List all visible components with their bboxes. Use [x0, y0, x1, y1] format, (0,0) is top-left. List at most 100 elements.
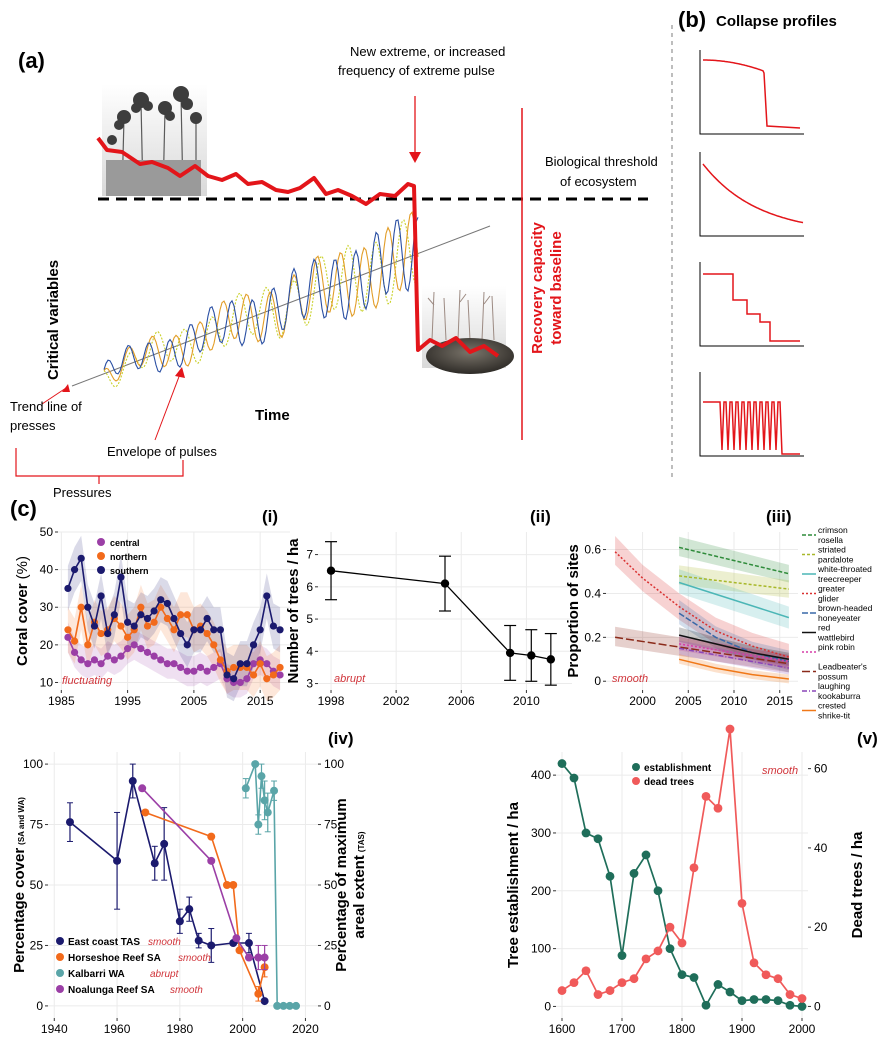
legend-marker — [56, 985, 64, 993]
extreme-arrowhead — [409, 152, 421, 163]
series-point — [128, 777, 137, 786]
legend-marker-central — [97, 538, 105, 546]
point-southern — [249, 641, 258, 649]
point-central — [104, 652, 112, 660]
panel-c-label: (c) — [10, 496, 37, 521]
legend-label: striated pardalote — [818, 545, 854, 565]
x-tick-label: 2020 — [292, 1022, 319, 1036]
point-northern — [210, 641, 218, 649]
series-point — [749, 995, 759, 1004]
point-northern — [150, 618, 158, 626]
series-point — [629, 974, 639, 984]
point-northern — [256, 660, 264, 668]
y-right-tick-label: 60 — [814, 762, 828, 776]
point-southern — [243, 660, 251, 668]
chart-label: (i) — [262, 507, 278, 526]
series-point — [244, 939, 253, 948]
point-central — [124, 645, 132, 653]
point-southern — [196, 626, 205, 634]
y-right-tick-label: 50 — [324, 878, 338, 892]
pulse-trace — [103, 217, 419, 375]
point-southern — [70, 566, 79, 574]
point-southern — [97, 592, 105, 600]
y-tick-label: 0.2 — [584, 630, 601, 644]
envelope-arrow — [154, 373, 181, 441]
trend-label-line-1: Trend line of — [10, 399, 82, 414]
series-point — [581, 828, 591, 838]
series-point — [677, 938, 687, 948]
y-axis-label-main: Coral cover — [14, 583, 31, 666]
series-point — [254, 953, 263, 962]
x-tick-label: 2000 — [789, 1022, 816, 1036]
point-central — [137, 645, 145, 653]
series-line — [678, 612, 790, 663]
series-point — [257, 772, 266, 781]
panel-a-label: (a) — [18, 48, 45, 73]
legend-profile: smooth — [170, 985, 203, 996]
y-tick-label: 0 — [594, 674, 601, 688]
x-tick-label: 1995 — [114, 694, 141, 708]
series-point — [138, 784, 147, 793]
envelope-label: Envelope of pulses — [107, 444, 217, 459]
y-right-axis-label-main: areal extent — [351, 855, 368, 938]
point-central — [196, 663, 205, 672]
point-central — [183, 667, 191, 675]
y-tick-label: 6 — [306, 580, 313, 594]
y-right-tick-label: 75 — [324, 818, 338, 832]
y-tick-label: 400 — [531, 768, 551, 782]
series-point — [665, 922, 675, 932]
point-central — [64, 633, 72, 641]
series-point — [270, 786, 279, 795]
point-southern — [177, 629, 185, 638]
legend-label: Noalunga Reef SA — [68, 985, 155, 996]
threshold-label-line-1: Biological threshold — [545, 154, 658, 169]
y-right-tick-label: 20 — [814, 920, 828, 934]
x-tick-label: 1700 — [609, 1022, 636, 1036]
chart-proportion-of-sites: 0 0.2 0.4 0.6 2000 2005 2010 2015 crimson rosella… — [565, 507, 873, 721]
point-central — [236, 678, 244, 687]
x-tick-label: 2015 — [247, 694, 274, 708]
point-central — [243, 675, 251, 683]
y-right-axis-label: Dead trees / ha — [849, 831, 866, 938]
x-tick-label: 2006 — [448, 694, 475, 708]
legend-label: East coast TAS — [68, 937, 140, 948]
x-tick-label: 1900 — [729, 1022, 756, 1036]
chart-label: (iv) — [328, 729, 354, 748]
point-southern — [256, 626, 264, 634]
legend-profile: abrupt — [150, 969, 180, 980]
series-point — [557, 759, 567, 768]
x-tick-label: 1940 — [41, 1022, 68, 1036]
profile-axes — [699, 372, 804, 457]
series-point — [141, 808, 150, 817]
series-point — [713, 980, 723, 989]
trees-point — [326, 566, 336, 575]
ribbon — [615, 536, 789, 671]
point-southern — [150, 607, 158, 615]
trees-point — [527, 651, 536, 660]
point-central — [110, 656, 118, 664]
series-point — [207, 941, 216, 950]
x-tick-label: 2010 — [721, 694, 748, 708]
point-southern — [190, 626, 198, 634]
legend-label: crimson rosella — [818, 525, 848, 545]
threshold-label-line-2: of ecosystem — [560, 174, 637, 189]
y-tick-label: 30 — [40, 600, 54, 614]
series-point — [279, 1001, 288, 1010]
point-central — [77, 656, 85, 664]
point-central — [203, 667, 211, 675]
y-tick-label: 50 — [30, 878, 44, 892]
point-southern — [77, 554, 85, 562]
series-line — [679, 575, 789, 590]
ribbon — [679, 569, 789, 629]
point-southern — [110, 611, 118, 619]
series-point — [207, 832, 216, 841]
legend-label: greater glider — [818, 584, 845, 604]
point-northern — [249, 671, 258, 679]
y-right-tick-label: 100 — [324, 757, 344, 771]
y-tick-label: 0 — [544, 999, 551, 1013]
point-southern — [163, 599, 171, 608]
series-point — [713, 803, 723, 813]
y-tick-label: 0.6 — [584, 543, 601, 557]
series-point — [273, 1001, 282, 1010]
envelope-arrowhead — [175, 367, 185, 378]
